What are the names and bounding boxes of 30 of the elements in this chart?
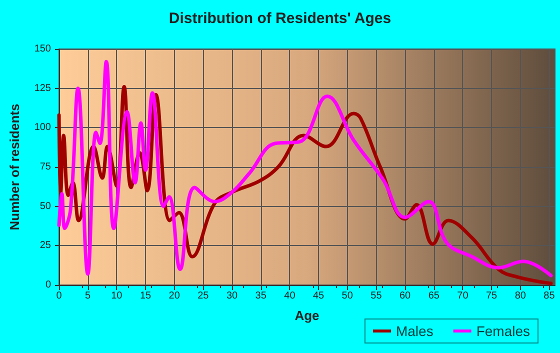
x-tick-label: 10	[111, 290, 123, 302]
legend-label: Males	[396, 323, 434, 339]
x-tick-label: 30	[226, 290, 238, 302]
x-tick-label: 40	[284, 290, 296, 302]
y-tick-label: 125	[34, 82, 52, 94]
x-tick-label: 60	[399, 290, 412, 302]
y-tick-label: 100	[34, 122, 52, 134]
x-tick-label: 55	[370, 290, 382, 302]
chart-title: Distribution of Residents' Ages	[168, 10, 392, 27]
y-tick-label: 0	[45, 280, 52, 290]
x-tick-label: 0	[56, 290, 62, 302]
legend-label: Females	[476, 323, 530, 339]
x-tick-label: 45	[312, 290, 325, 302]
x-tick-label: 15	[140, 290, 152, 302]
y-tick-label: 150	[34, 44, 52, 54]
y-tick-label: 75	[40, 162, 52, 172]
x-tick-label: 50	[342, 290, 354, 302]
x-tick-label: 25	[198, 290, 210, 302]
y-tick-label: 25	[40, 240, 52, 252]
x-tick-label: 80	[514, 290, 526, 302]
x-tick-label: 20	[168, 290, 180, 302]
x-tick-label: 75	[486, 290, 498, 302]
x-tick-label: 5	[85, 290, 92, 302]
y-tick-label: 50	[40, 200, 52, 212]
x-tick-label: 65	[428, 290, 440, 302]
x-tick-label: 85	[544, 290, 556, 302]
x-tick-label: 35	[255, 290, 267, 302]
y-axis-title: Number of residents	[7, 104, 22, 230]
x-tick-label: 70	[457, 290, 469, 302]
x-axis-title: Age	[294, 308, 320, 323]
